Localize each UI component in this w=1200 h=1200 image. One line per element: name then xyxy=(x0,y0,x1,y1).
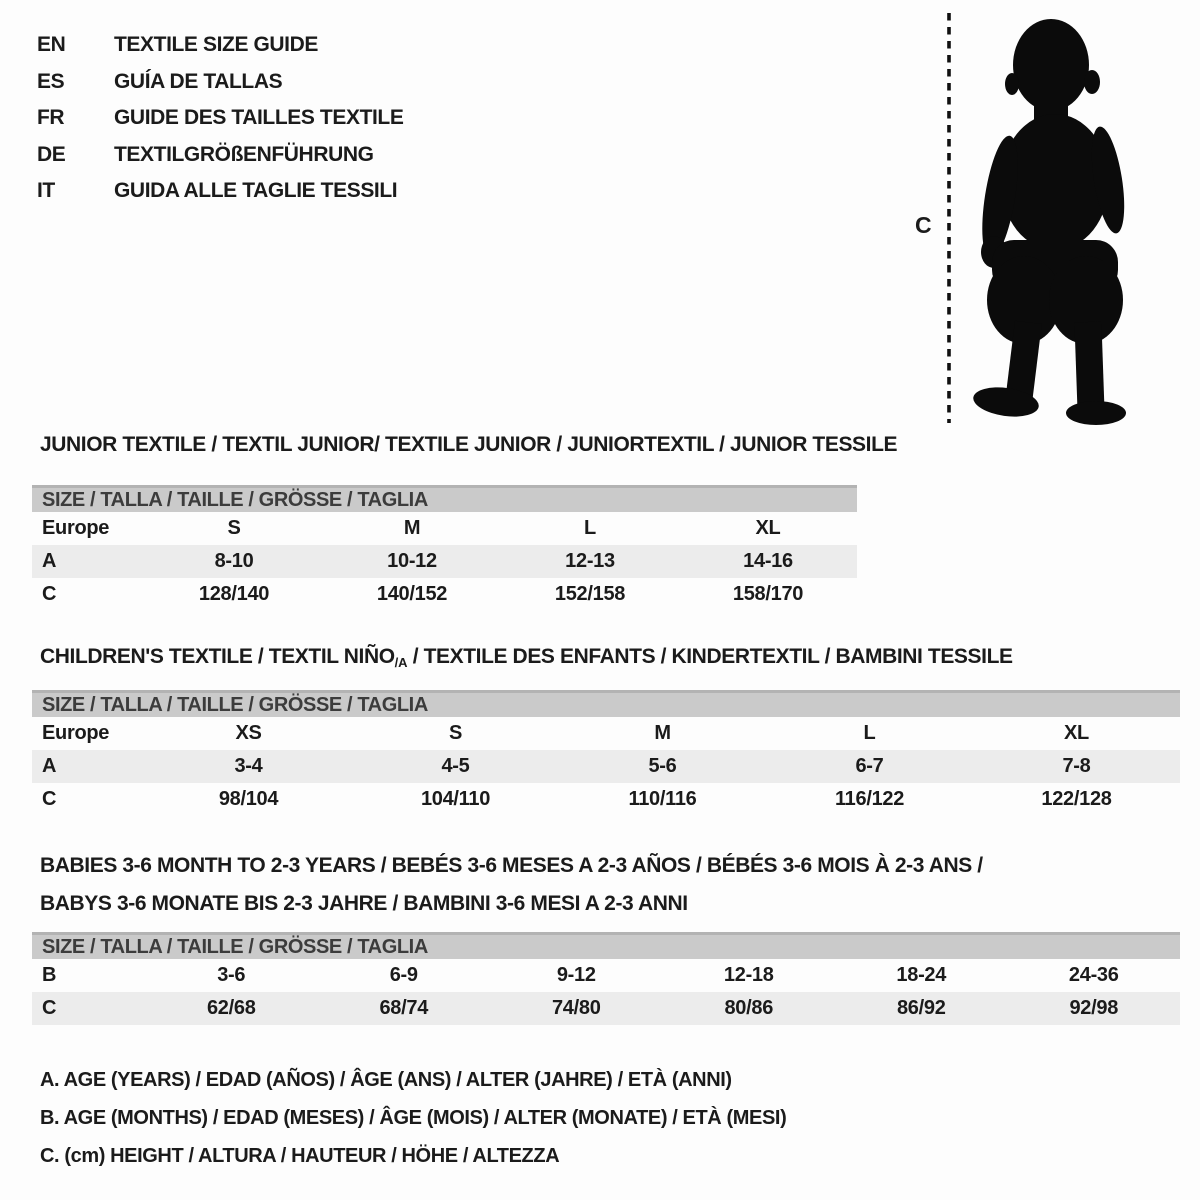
language-row-fr: FR GUIDE DES TAILLES TEXTILE xyxy=(37,106,404,129)
size-cell: XL xyxy=(755,517,781,539)
size-cell: L xyxy=(863,722,876,744)
months-cell: 18-24 xyxy=(896,964,947,986)
age-cell: 3-4 xyxy=(234,755,263,777)
months-cell: 3-6 xyxy=(217,964,246,986)
measurement-legend: A. AGE (YEARS) / EDAD (AÑOS) / ÂGE (ANS)… xyxy=(40,1068,787,1169)
size-cell: S xyxy=(227,517,241,539)
age-cell: 14-16 xyxy=(743,550,793,572)
size-header-label: SIZE / TALLA / TAILLE / GRÖSSE / TAGLIA xyxy=(42,935,428,958)
children-size-table: SIZE / TALLA / TAILLE / GRÖSSE / TAGLIA … xyxy=(32,690,1180,816)
babies-title-line-1: BABIES 3-6 MONTH TO 2-3 YEARS / BEBÉS 3-… xyxy=(40,854,983,877)
guide-title-de: TEXTILGRÖßENFÜHRUNG xyxy=(114,142,374,166)
language-code: FR xyxy=(37,106,65,129)
guide-title-fr: GUIDE DES TAILLES TEXTILE xyxy=(114,106,404,129)
language-title-list: EN TEXTILE SIZE GUIDE ES GUÍA DE TALLAS … xyxy=(37,34,404,202)
size-cell: M xyxy=(403,517,421,539)
height-cell: 104/110 xyxy=(420,788,491,810)
children-section-title: CHILDREN'S TEXTILE / TEXTIL NIÑO/A / TEX… xyxy=(40,645,1013,670)
legend-line-a: A. AGE (YEARS) / EDAD (AÑOS) / ÂGE (ANS)… xyxy=(40,1069,732,1091)
height-cell: 68/74 xyxy=(379,997,429,1019)
language-row-it: IT GUIDA ALLE TAGLIE TESSILI xyxy=(37,180,403,202)
guide-title-en: TEXTILE SIZE GUIDE xyxy=(114,33,318,56)
junior-size-table: SIZE / TALLA / TAILLE / GRÖSSE / TAGLIA … xyxy=(32,485,857,611)
row-label: Europe xyxy=(42,722,110,744)
babies-title-line-2: BABYS 3-6 MONATE BIS 2-3 JAHRE / BAMBINI… xyxy=(40,892,688,915)
height-cell: 86/92 xyxy=(896,997,946,1019)
legend-line-c: C. (cm) HEIGHT / ALTURA / HAUTEUR / HÖHE… xyxy=(40,1145,560,1167)
table-row-age: A 3-4 4-5 5-6 6-7 7-8 xyxy=(32,750,1180,783)
children-title-text: CHILDREN'S TEXTILE / TEXTIL NIÑO xyxy=(40,645,395,668)
language-row-de: DE TEXTILGRÖßENFÜHRUNG xyxy=(37,142,403,166)
row-label: A xyxy=(42,550,57,572)
height-cell: 80/86 xyxy=(724,997,774,1019)
toddler-silhouette xyxy=(973,19,1126,425)
size-header-bar: SIZE / TALLA / TAILLE / GRÖSSE / TAGLIA xyxy=(32,932,1180,959)
legend-line-b: B. AGE (MONTHS) / EDAD (MESES) / ÂGE (MO… xyxy=(40,1107,787,1129)
size-header-label: SIZE / TALLA / TAILLE / GRÖSSE / TAGLIA xyxy=(42,693,428,716)
size-cell: L xyxy=(584,517,596,539)
height-cell: 152/158 xyxy=(554,583,626,605)
age-cell: 6-7 xyxy=(855,755,884,777)
age-cell: 5-6 xyxy=(648,755,677,777)
size-header-bar: SIZE / TALLA / TAILLE / GRÖSSE / TAGLIA xyxy=(32,485,857,512)
size-cell: XL xyxy=(1064,722,1089,744)
table-row-height: C 98/104 104/110 110/116 116/122 122/128 xyxy=(32,783,1180,816)
row-label: C xyxy=(42,997,57,1019)
height-measure-label: C xyxy=(915,212,932,238)
language-code: ES xyxy=(37,69,65,93)
table-row-height: C 128/140 140/152 152/158 158/170 xyxy=(32,578,857,611)
guide-title-es: GUÍA DE TALLAS xyxy=(114,69,283,93)
age-cell: 10-12 xyxy=(387,550,437,572)
size-header-bar: SIZE / TALLA / TAILLE / GRÖSSE / TAGLIA xyxy=(32,690,1180,717)
height-cell: 110/116 xyxy=(628,788,697,810)
row-label: A xyxy=(42,755,57,777)
junior-section-title: JUNIOR TEXTILE / TEXTIL JUNIOR/ TEXTILE … xyxy=(40,433,898,456)
size-header-label: SIZE / TALLA / TAILLE / GRÖSSE / TAGLIA xyxy=(42,488,428,511)
height-cell: 74/80 xyxy=(551,997,601,1019)
children-title-subscript: /A xyxy=(394,655,408,670)
table-row-europe: Europe S M L XL xyxy=(32,512,857,545)
table-row-height: C 62/68 68/74 74/80 80/86 86/92 92/98 xyxy=(32,992,1180,1025)
language-row-en: EN TEXTILE SIZE GUIDE xyxy=(37,34,403,56)
language-code: DE xyxy=(37,142,66,166)
months-cell: 12-18 xyxy=(723,964,774,986)
months-cell: 9-12 xyxy=(556,964,596,986)
age-cell: 7-8 xyxy=(1062,755,1091,777)
age-cell: 4-5 xyxy=(441,755,470,777)
row-label: Europe xyxy=(42,517,110,539)
months-cell: 6-9 xyxy=(389,964,418,986)
babies-size-table: SIZE / TALLA / TAILLE / GRÖSSE / TAGLIA … xyxy=(32,932,1180,1025)
age-cell: 8-10 xyxy=(214,550,254,572)
row-label: C xyxy=(42,583,57,605)
age-cell: 12-13 xyxy=(565,550,615,572)
size-cell: S xyxy=(448,722,463,744)
height-cell: 158/170 xyxy=(732,583,804,605)
language-row-es: ES GUÍA DE TALLAS xyxy=(37,69,403,93)
height-cell: 98/104 xyxy=(218,788,279,810)
height-cell: 62/68 xyxy=(206,997,256,1019)
height-measure-dashed-line xyxy=(947,13,951,423)
children-title-text-end: / TEXTILE DES ENFANTS / KINDERTEXTIL / B… xyxy=(407,645,1013,668)
size-cell: XS xyxy=(235,722,262,744)
language-code: EN xyxy=(37,33,66,56)
height-cell: 116/122 xyxy=(834,788,905,810)
babies-section-title: BABIES 3-6 MONTH TO 2-3 YEARS / BEBÉS 3-… xyxy=(40,847,983,923)
row-label: C xyxy=(42,788,57,810)
guide-title-it: GUIDA ALLE TAGLIE TESSILI xyxy=(114,179,398,202)
size-cell: M xyxy=(654,722,671,744)
table-row-europe: Europe XS S M L XL xyxy=(32,717,1180,750)
language-code: IT xyxy=(37,179,55,202)
months-cell: 24-36 xyxy=(1068,964,1119,986)
height-cell: 140/152 xyxy=(376,583,448,605)
height-cell: 128/140 xyxy=(198,583,270,605)
table-row-age: A 8-10 10-12 12-13 14-16 xyxy=(32,545,857,578)
row-label: B xyxy=(42,964,57,986)
table-row-months: B 3-6 6-9 9-12 12-18 18-24 24-36 xyxy=(32,959,1180,992)
height-cell: 122/128 xyxy=(1041,788,1112,810)
height-cell: 92/98 xyxy=(1069,997,1119,1019)
